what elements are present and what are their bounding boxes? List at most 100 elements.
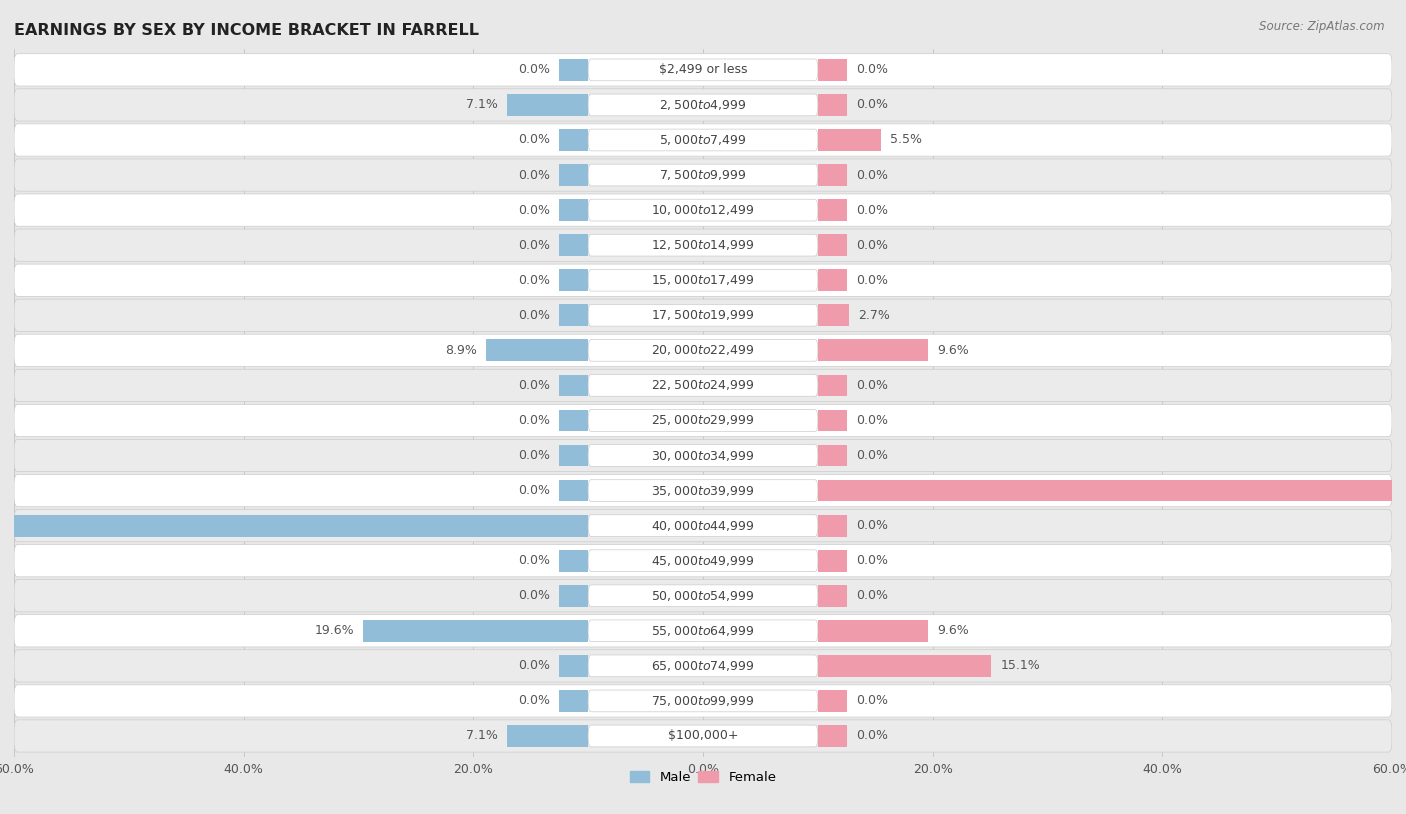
Text: 0.0%: 0.0% (519, 309, 550, 322)
Text: 0.0%: 0.0% (519, 484, 550, 497)
Text: 9.6%: 9.6% (938, 344, 969, 357)
FancyBboxPatch shape (14, 685, 1392, 717)
Bar (818, 234, 846, 256)
Text: 0.0%: 0.0% (856, 379, 887, 392)
Text: 0.0%: 0.0% (519, 589, 550, 602)
FancyBboxPatch shape (14, 615, 1392, 647)
Text: $2,499 or less: $2,499 or less (659, 63, 747, 77)
FancyBboxPatch shape (588, 304, 818, 326)
Text: 0.0%: 0.0% (856, 519, 887, 532)
Bar (818, 620, 928, 641)
FancyBboxPatch shape (588, 479, 818, 501)
Bar (818, 725, 846, 747)
FancyBboxPatch shape (14, 89, 1392, 121)
Bar (560, 409, 588, 431)
Text: $7,500 to $9,999: $7,500 to $9,999 (659, 168, 747, 182)
Text: Source: ZipAtlas.com: Source: ZipAtlas.com (1260, 20, 1385, 33)
FancyBboxPatch shape (588, 374, 818, 396)
Bar (560, 479, 588, 501)
Bar (818, 339, 928, 361)
Text: 0.0%: 0.0% (519, 414, 550, 427)
Bar (818, 304, 849, 326)
FancyBboxPatch shape (14, 440, 1392, 471)
Text: 9.6%: 9.6% (938, 624, 969, 637)
FancyBboxPatch shape (588, 59, 818, 81)
FancyBboxPatch shape (588, 549, 818, 571)
Bar (506, 94, 588, 116)
Bar (560, 59, 588, 81)
Text: 0.0%: 0.0% (856, 63, 887, 77)
Text: 15.1%: 15.1% (1001, 659, 1040, 672)
Text: 2.7%: 2.7% (858, 309, 890, 322)
Text: $55,000 to $64,999: $55,000 to $64,999 (651, 624, 755, 638)
Bar (486, 339, 588, 361)
Bar (0, 514, 588, 536)
Text: $65,000 to $74,999: $65,000 to $74,999 (651, 659, 755, 673)
FancyBboxPatch shape (14, 370, 1392, 401)
Text: $22,500 to $24,999: $22,500 to $24,999 (651, 379, 755, 392)
Bar (818, 59, 846, 81)
FancyBboxPatch shape (588, 514, 818, 536)
Bar (560, 199, 588, 221)
Text: $40,000 to $44,999: $40,000 to $44,999 (651, 519, 755, 532)
Text: 0.0%: 0.0% (519, 449, 550, 462)
FancyBboxPatch shape (14, 335, 1392, 366)
FancyBboxPatch shape (14, 194, 1392, 226)
Text: $35,000 to $39,999: $35,000 to $39,999 (651, 484, 755, 497)
FancyBboxPatch shape (588, 444, 818, 466)
Text: 0.0%: 0.0% (519, 133, 550, 147)
Text: $75,000 to $99,999: $75,000 to $99,999 (651, 694, 755, 708)
Text: $15,000 to $17,499: $15,000 to $17,499 (651, 274, 755, 287)
FancyBboxPatch shape (588, 690, 818, 711)
Text: 5.5%: 5.5% (890, 133, 922, 147)
FancyBboxPatch shape (14, 264, 1392, 296)
Text: 0.0%: 0.0% (519, 168, 550, 182)
Text: 0.0%: 0.0% (856, 449, 887, 462)
Text: $100,000+: $100,000+ (668, 729, 738, 742)
FancyBboxPatch shape (588, 164, 818, 186)
Text: 0.0%: 0.0% (856, 694, 887, 707)
Bar (818, 269, 846, 291)
Bar (560, 549, 588, 571)
Text: 0.0%: 0.0% (856, 98, 887, 112)
Bar (560, 304, 588, 326)
Bar (818, 549, 846, 571)
Text: 0.0%: 0.0% (519, 694, 550, 707)
Text: 0.0%: 0.0% (519, 379, 550, 392)
Bar (560, 655, 588, 676)
FancyBboxPatch shape (14, 720, 1392, 752)
Text: 0.0%: 0.0% (519, 554, 550, 567)
Bar (506, 725, 588, 747)
FancyBboxPatch shape (14, 475, 1392, 506)
Text: $12,500 to $14,999: $12,500 to $14,999 (651, 239, 755, 252)
Bar (818, 585, 846, 606)
FancyBboxPatch shape (14, 124, 1392, 156)
Text: 0.0%: 0.0% (519, 659, 550, 672)
Legend: Male, Female: Male, Female (624, 765, 782, 790)
Bar (560, 585, 588, 606)
FancyBboxPatch shape (588, 199, 818, 221)
Text: 7.1%: 7.1% (465, 729, 498, 742)
Text: $17,500 to $19,999: $17,500 to $19,999 (651, 309, 755, 322)
FancyBboxPatch shape (14, 300, 1392, 331)
FancyBboxPatch shape (14, 580, 1392, 612)
FancyBboxPatch shape (588, 339, 818, 361)
Text: $30,000 to $34,999: $30,000 to $34,999 (651, 449, 755, 462)
Text: 19.6%: 19.6% (315, 624, 354, 637)
Bar (818, 514, 846, 536)
Text: EARNINGS BY SEX BY INCOME BRACKET IN FARRELL: EARNINGS BY SEX BY INCOME BRACKET IN FAR… (14, 23, 479, 38)
FancyBboxPatch shape (588, 409, 818, 431)
Bar (818, 444, 846, 466)
Text: 0.0%: 0.0% (856, 204, 887, 217)
Text: $25,000 to $29,999: $25,000 to $29,999 (651, 414, 755, 427)
Text: $45,000 to $49,999: $45,000 to $49,999 (651, 554, 755, 567)
Bar (560, 164, 588, 186)
Bar (560, 234, 588, 256)
FancyBboxPatch shape (588, 585, 818, 606)
Text: 0.0%: 0.0% (856, 554, 887, 567)
FancyBboxPatch shape (14, 54, 1392, 86)
FancyBboxPatch shape (588, 234, 818, 256)
Bar (818, 690, 846, 711)
FancyBboxPatch shape (588, 620, 818, 641)
Text: 8.9%: 8.9% (444, 344, 477, 357)
